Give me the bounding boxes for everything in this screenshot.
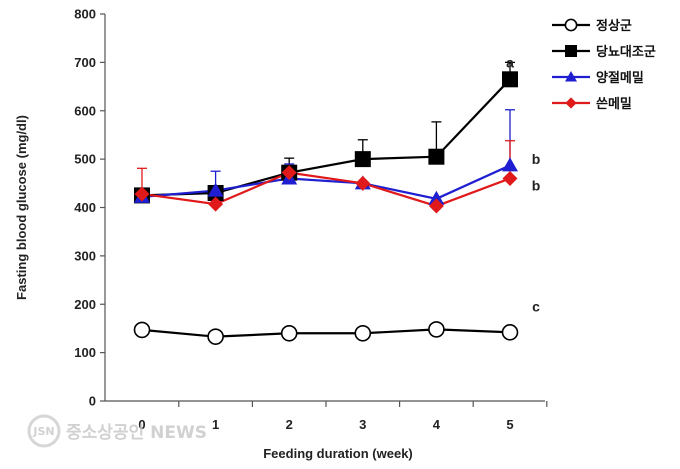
significance-labels: a bb c (506, 54, 540, 314)
y-tick-label: 300 (74, 248, 96, 263)
watermark-logo-icon (27, 414, 61, 448)
significance-label: b (532, 178, 541, 194)
x-tick-label: 0 (138, 417, 145, 432)
axes (104, 14, 545, 402)
x-tick-label: 4 (433, 417, 441, 432)
error-bars (137, 61, 515, 194)
series-line-3 (141, 164, 511, 200)
y-tick-label: 200 (74, 297, 96, 312)
legend-marker (565, 71, 577, 82)
data-point-s4 (208, 196, 224, 212)
legend-label: 쓴메밀 (596, 97, 632, 112)
series-lines (141, 78, 511, 338)
data-point-s4 (502, 170, 518, 186)
significance-label: c (532, 299, 540, 315)
x-tick-label: 5 (506, 417, 513, 432)
x-ticks: 0 1 2 3 4 5 (138, 401, 548, 432)
data-point-s4 (281, 165, 297, 181)
y-tick-label: 100 (74, 345, 96, 360)
data-point-s3 (207, 182, 224, 197)
series-markers (133, 71, 519, 345)
data-point-s2 (354, 151, 371, 168)
series-line-4 (141, 171, 511, 208)
legend-marker (564, 18, 578, 32)
y-tick-label: 600 (74, 103, 96, 118)
significance-label: a (506, 54, 514, 70)
y-tick-label: 400 (74, 200, 96, 215)
y-axis-title: Fasting blood glucose (mg/dl) (14, 115, 29, 300)
data-point-s1 (133, 321, 151, 339)
legend-marker (565, 45, 577, 57)
y-tick-label: 800 (74, 7, 96, 22)
data-point-s4 (355, 175, 371, 191)
data-point-s2 (428, 148, 445, 165)
x-tick-label: 3 (359, 417, 366, 432)
legend-label: 당뇨대조군 (596, 44, 656, 60)
data-point-s1 (501, 324, 519, 341)
data-point-s1 (280, 324, 298, 342)
legend-marker (565, 97, 577, 109)
series-line-2 (141, 78, 511, 197)
data-point-s3 (502, 157, 518, 172)
data-point-s1 (207, 328, 224, 345)
data-point-s4 (428, 198, 444, 214)
data-point-s1 (354, 324, 372, 342)
data-point-s1 (428, 321, 445, 338)
legend-label: 양절메밀 (596, 71, 644, 86)
series-line-1 (141, 328, 511, 338)
legend-label: 정상군 (596, 18, 632, 34)
significance-label: b (532, 151, 541, 167)
y-ticks: 0 100 200 300 400 500 600 700 800 (74, 7, 105, 409)
y-tick-label: 0 (89, 394, 96, 409)
x-axis-title: Feeding duration (week) (263, 446, 413, 461)
data-point-s4 (134, 186, 150, 202)
data-point-s2 (502, 71, 518, 88)
x-tick-label: 2 (286, 417, 293, 432)
y-tick-label: 700 (74, 55, 96, 70)
y-tick-label: 500 (74, 152, 96, 167)
data-point-s3 (428, 190, 445, 205)
watermark-logo-text: JSN (32, 425, 54, 438)
x-tick-label: 1 (212, 417, 219, 432)
watermark-text: 중소상공인 NEWS (66, 423, 207, 443)
watermark: JSN 중소상공인 NEWS (27, 414, 207, 448)
